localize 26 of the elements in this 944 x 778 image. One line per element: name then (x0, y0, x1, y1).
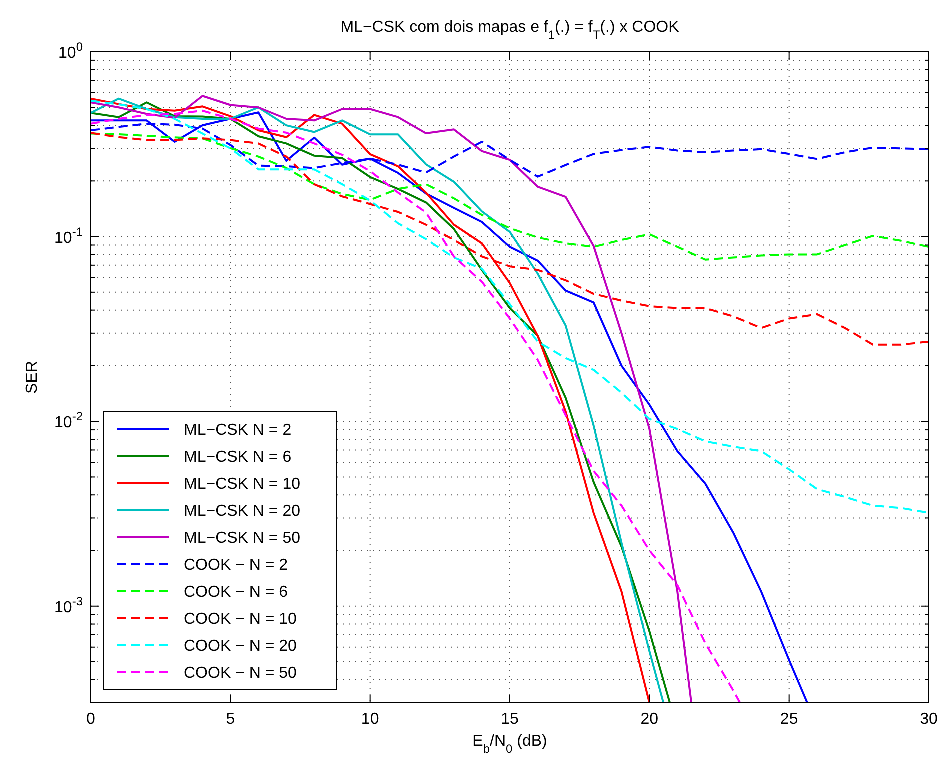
legend-label: ML−CSK N = 10 (184, 476, 301, 493)
x-tick-label: 30 (920, 711, 938, 728)
x-axis-title: E$_{b}$/N$_{0}$ (dB) (472, 733, 548, 756)
x-tick-label: 0 (86, 711, 96, 728)
x-tick-label: 5 (226, 711, 236, 728)
legend-label: COOK − N = 50 (184, 665, 298, 682)
chart-title: ML−CSK com dois mapas e f$_{1}$(.) = f$_{T}$(.) x COOK (340, 19, 680, 42)
legend-label: ML−CSK N = 6 (184, 449, 292, 466)
legend-label: COOK − N = 6 (184, 584, 288, 601)
x-tick-label: 20 (640, 711, 659, 728)
legend-label: COOK − N = 2 (184, 557, 288, 574)
y-tick-label: 10$^{-2}$ (54, 410, 84, 432)
line-series (91, 100, 929, 514)
y-axis-title: SER (24, 361, 41, 394)
legend-label: ML−CSK N = 20 (184, 503, 301, 520)
x-tick-label: 10 (361, 711, 380, 728)
legend-label: COOK − N = 10 (184, 611, 298, 628)
y-tick-label: 10$^{0}$ (58, 40, 84, 62)
line-series (91, 132, 929, 261)
y-tick-label: 10$^{-3}$ (54, 594, 84, 616)
legend-label: COOK − N = 20 (184, 638, 298, 655)
legend-label: ML−CSK N = 2 (184, 422, 292, 439)
y-tick-label: 10$^{-1}$ (54, 224, 84, 247)
x-tick-label: 15 (501, 711, 519, 728)
legend-label: ML−CSK N = 50 (184, 530, 301, 547)
x-tick-label: 25 (780, 711, 798, 728)
